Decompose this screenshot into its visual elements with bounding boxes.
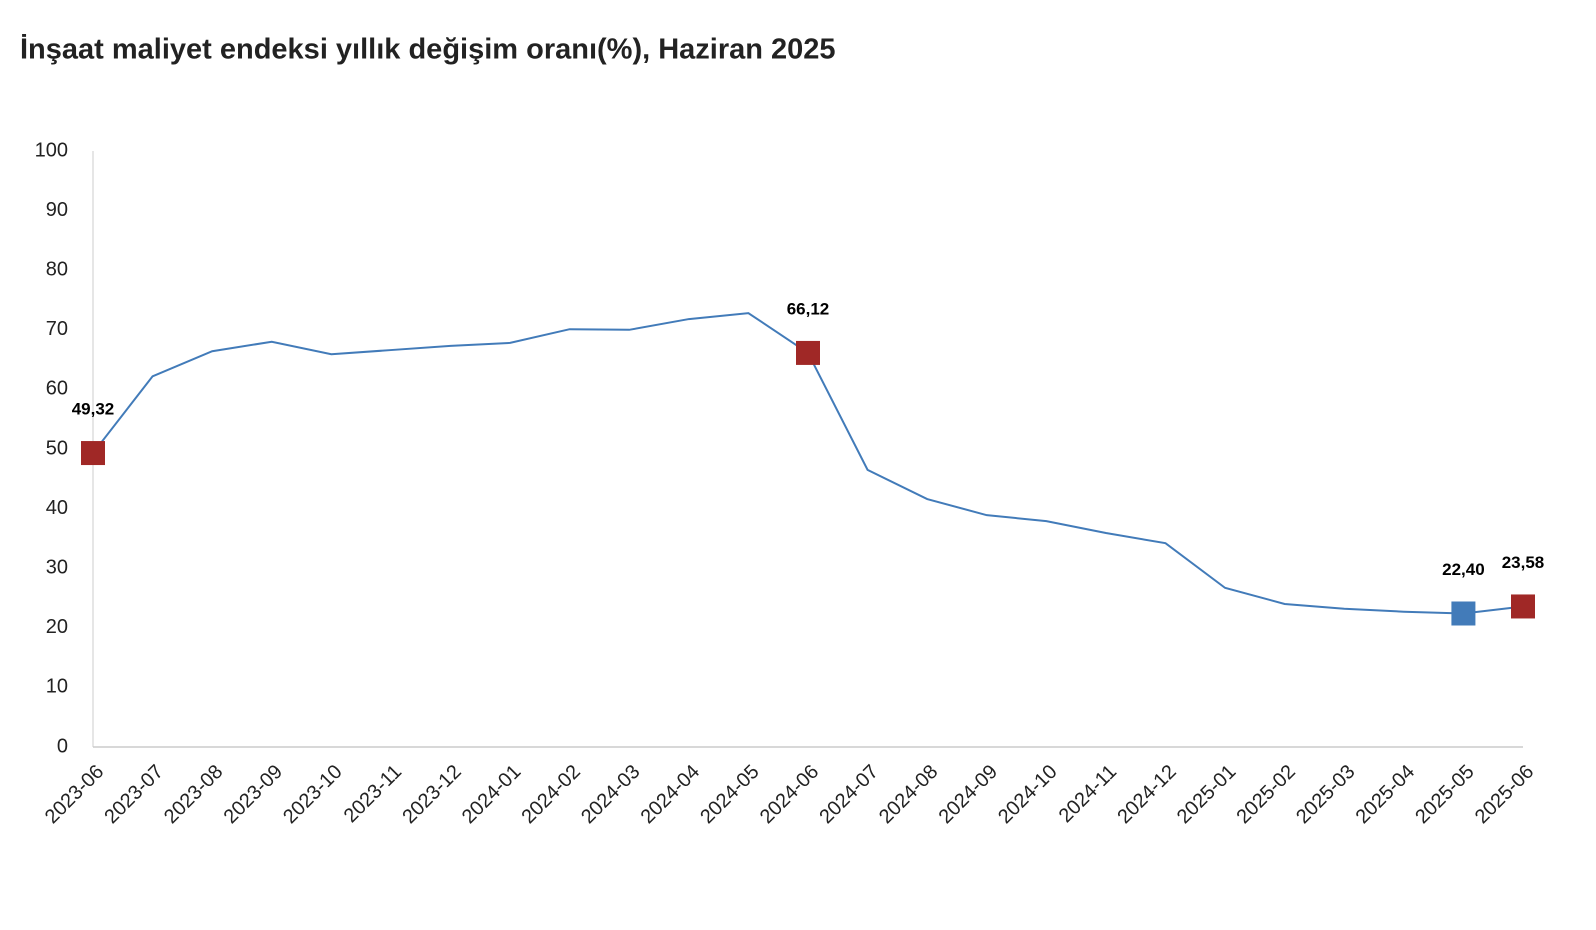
x-tick-label: 2024-02 <box>517 761 584 828</box>
x-tick-label: 2024-11 <box>1055 761 1121 827</box>
y-tick-label: 70 <box>46 318 68 340</box>
value-label: 23,58 <box>1502 553 1545 572</box>
highlight-marker <box>796 340 820 365</box>
x-tick-label: 2023-10 <box>279 761 346 828</box>
x-tick-label: 2023-07 <box>100 761 167 828</box>
y-tick-label: 0 <box>57 735 68 757</box>
y-tick-label: 60 <box>46 378 68 400</box>
x-tick-label: 2024-08 <box>875 761 942 828</box>
x-tick-label: 2023-06 <box>41 761 108 828</box>
x-tick-label: 2024-09 <box>935 761 1002 828</box>
y-tick-label: 30 <box>46 556 68 578</box>
x-tick-label: 2024-12 <box>1113 761 1180 828</box>
x-tick-label: 2024-05 <box>696 761 763 828</box>
x-tick-label: 2025-01 <box>1173 761 1240 828</box>
x-tick-label: 2023-12 <box>398 761 465 828</box>
x-tick-label: 2024-06 <box>756 761 823 828</box>
value-label: 49,32 <box>72 400 115 419</box>
x-tick-label: 2024-03 <box>577 761 644 828</box>
x-tick-label: 2024-01 <box>458 761 525 828</box>
x-tick-label: 2023-08 <box>160 761 227 828</box>
x-tick-label: 2025-02 <box>1232 761 1299 828</box>
x-tick-label: 2025-05 <box>1411 761 1478 828</box>
x-tick-label: 2025-06 <box>1471 761 1538 828</box>
x-tick-label: 2024-04 <box>637 761 704 828</box>
y-tick-label: 40 <box>46 497 68 519</box>
y-tick-label: 80 <box>46 258 68 280</box>
y-tick-label: 10 <box>46 676 68 698</box>
x-tick-label: 2025-03 <box>1292 761 1359 828</box>
value-label: 22,40 <box>1442 560 1485 579</box>
y-tick-label: 100 <box>35 139 68 161</box>
highlight-marker <box>1451 601 1476 626</box>
x-tick-label: 2025-04 <box>1352 761 1419 828</box>
y-tick-label: 50 <box>46 437 68 459</box>
highlight-marker <box>81 441 105 466</box>
highlight-marker <box>1511 594 1535 619</box>
x-tick-label: 2024-07 <box>815 761 882 828</box>
y-tick-label: 20 <box>46 616 68 638</box>
value-label: 66,12 <box>787 299 830 318</box>
x-tick-label: 2024-10 <box>994 761 1061 828</box>
x-tick-label: 2023-11 <box>340 761 406 827</box>
y-tick-label: 90 <box>46 199 68 221</box>
x-tick-label: 2023-09 <box>220 761 287 828</box>
chart-title: İnşaat maliyet endeksi yıllık değişim or… <box>20 34 836 66</box>
